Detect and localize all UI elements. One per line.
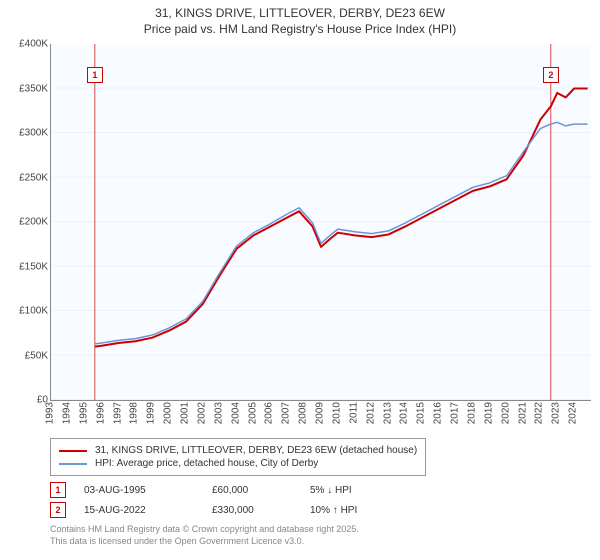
x-tick-label: 2011	[348, 402, 359, 424]
footer-line-2: This data is licensed under the Open Gov…	[50, 536, 590, 548]
legend-swatch	[59, 450, 87, 452]
chart-title: 31, KINGS DRIVE, LITTLEOVER, DERBY, DE23…	[0, 0, 600, 37]
x-tick-label: 2008	[298, 402, 309, 424]
x-tick-label: 2014	[399, 402, 410, 424]
x-tick-label: 2002	[196, 402, 207, 424]
x-tick-label: 2009	[315, 402, 326, 424]
legend-label: 31, KINGS DRIVE, LITTLEOVER, DERBY, DE23…	[95, 445, 417, 456]
x-tick-label: 2019	[483, 402, 494, 424]
x-tick-label: 2006	[264, 402, 275, 424]
transaction-row: 1 03-AUG-1995 £60,000 5% ↓ HPI	[50, 482, 590, 498]
transaction-date: 03-AUG-1995	[84, 485, 194, 496]
transaction-row: 2 15-AUG-2022 £330,000 10% ↑ HPI	[50, 502, 590, 518]
series-price_paid	[95, 89, 588, 347]
x-tick-label: 2012	[365, 402, 376, 424]
transaction-list: 1 03-AUG-1995 £60,000 5% ↓ HPI 2 15-AUG-2022 £…	[50, 482, 590, 518]
legend-swatch	[59, 463, 87, 465]
transaction-price: £330,000	[212, 505, 292, 516]
x-tick-label: 2001	[180, 402, 191, 424]
x-tick-label: 2013	[382, 402, 393, 424]
x-tick-label: 2018	[466, 402, 477, 424]
legend-row: HPI: Average price, detached house, City…	[59, 458, 417, 469]
title-line-2: Price paid vs. HM Land Registry's House …	[0, 22, 600, 38]
x-tick-label: 2000	[163, 402, 174, 424]
x-tick-label: 1994	[61, 402, 72, 424]
y-tick-label: £100K	[19, 306, 48, 317]
transaction-pct: 10% ↑ HPI	[310, 505, 400, 516]
transaction-marker: 1	[50, 482, 66, 498]
y-tick-label: £200K	[19, 217, 48, 228]
x-tick-label: 1995	[78, 402, 89, 424]
x-tick-label: 1993	[45, 402, 56, 424]
chart-container: 31, KINGS DRIVE, LITTLEOVER, DERBY, DE23…	[0, 0, 600, 560]
x-tick-label: 2015	[416, 402, 427, 424]
x-tick-label: 2016	[433, 402, 444, 424]
x-tick-label: 2017	[450, 402, 461, 424]
x-tick-label: 2007	[281, 402, 292, 424]
x-tick-label: 1996	[95, 402, 106, 424]
footer-text: Contains HM Land Registry data © Crown c…	[50, 524, 590, 547]
y-tick-label: £350K	[19, 83, 48, 94]
x-tick-label: 1999	[146, 402, 157, 424]
plot-area: 12	[50, 44, 591, 401]
footer-line-1: Contains HM Land Registry data © Crown c…	[50, 524, 590, 536]
x-tick-label: 2010	[331, 402, 342, 424]
y-tick-label: £50K	[25, 350, 48, 361]
transaction-date: 15-AUG-2022	[84, 505, 194, 516]
transaction-pct: 5% ↓ HPI	[310, 485, 400, 496]
title-line-1: 31, KINGS DRIVE, LITTLEOVER, DERBY, DE23…	[0, 6, 600, 22]
x-tick-label: 2023	[551, 402, 562, 424]
x-tick-label: 2024	[568, 402, 579, 424]
y-tick-label: £400K	[19, 39, 48, 50]
y-tick-label: £150K	[19, 261, 48, 272]
legend-label: HPI: Average price, detached house, City…	[95, 458, 318, 469]
x-tick-label: 1997	[112, 402, 123, 424]
y-tick-label: £250K	[19, 172, 48, 183]
x-tick-label: 2005	[247, 402, 258, 424]
x-tick-label: 1998	[129, 402, 140, 424]
legend-box: 31, KINGS DRIVE, LITTLEOVER, DERBY, DE23…	[50, 438, 426, 476]
chart-svg	[51, 44, 591, 400]
legend-block: 31, KINGS DRIVE, LITTLEOVER, DERBY, DE23…	[50, 438, 590, 547]
x-tick-label: 2022	[534, 402, 545, 424]
x-tick-label: 2021	[517, 402, 528, 424]
x-tick-label: 2020	[500, 402, 511, 424]
x-tick-label: 2003	[213, 402, 224, 424]
x-tick-label: 2004	[230, 402, 241, 424]
legend-row: 31, KINGS DRIVE, LITTLEOVER, DERBY, DE23…	[59, 445, 417, 456]
transaction-marker: 2	[50, 502, 66, 518]
transaction-price: £60,000	[212, 485, 292, 496]
y-tick-label: £300K	[19, 128, 48, 139]
chart-marker-2: 2	[543, 67, 559, 83]
chart-marker-1: 1	[87, 67, 103, 83]
